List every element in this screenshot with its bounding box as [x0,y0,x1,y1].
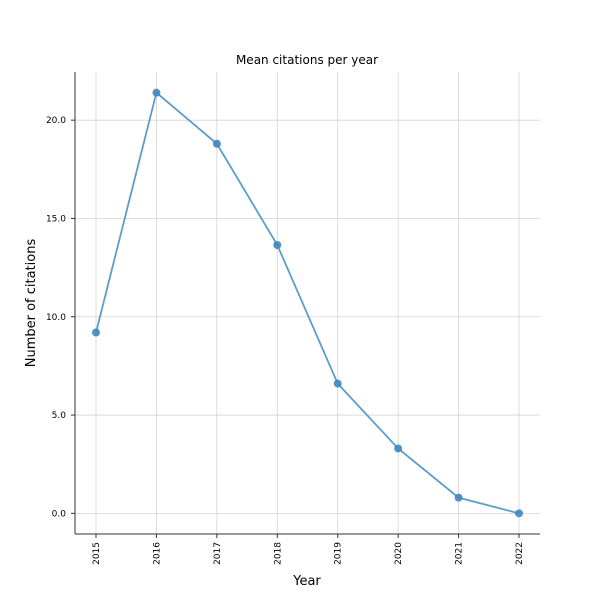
axes [71,72,540,538]
x-axis-label: Year [292,574,321,589]
x-tick-label: 2018 [273,542,283,565]
x-tick-label: 2016 [152,542,162,565]
tick-labels: 2015 2016 2017 2018 2019 2020 2021 2022 0.0 5.0 10… [46,116,525,565]
y-tick-label: 5.0 [52,411,67,421]
data-point [212,139,221,148]
grid [75,72,540,534]
chart-title: Mean citations per year [236,53,378,67]
data-point [92,328,100,337]
y-axis-label: Number of citations [24,239,39,368]
x-tick-label: 2021 [455,542,465,565]
x-tick-label: 2020 [394,542,404,565]
series-line [95,91,520,515]
x-tick-label: 2015 [92,542,102,565]
y-tick-label: 10.0 [46,313,66,323]
data-point [515,509,523,518]
data-point [333,379,342,388]
y-tick-label: 20.0 [46,116,66,126]
x-tick-label: 2022 [515,542,525,565]
data-point [152,88,161,97]
data-point [394,444,403,453]
x-tick-label: 2017 [213,542,223,565]
data-point [273,241,282,250]
data-point [454,493,463,502]
series [92,88,523,518]
x-tick-label: 2019 [334,542,344,565]
y-tick-label: 0.0 [52,509,67,519]
y-tick-label: 15.0 [46,214,66,224]
